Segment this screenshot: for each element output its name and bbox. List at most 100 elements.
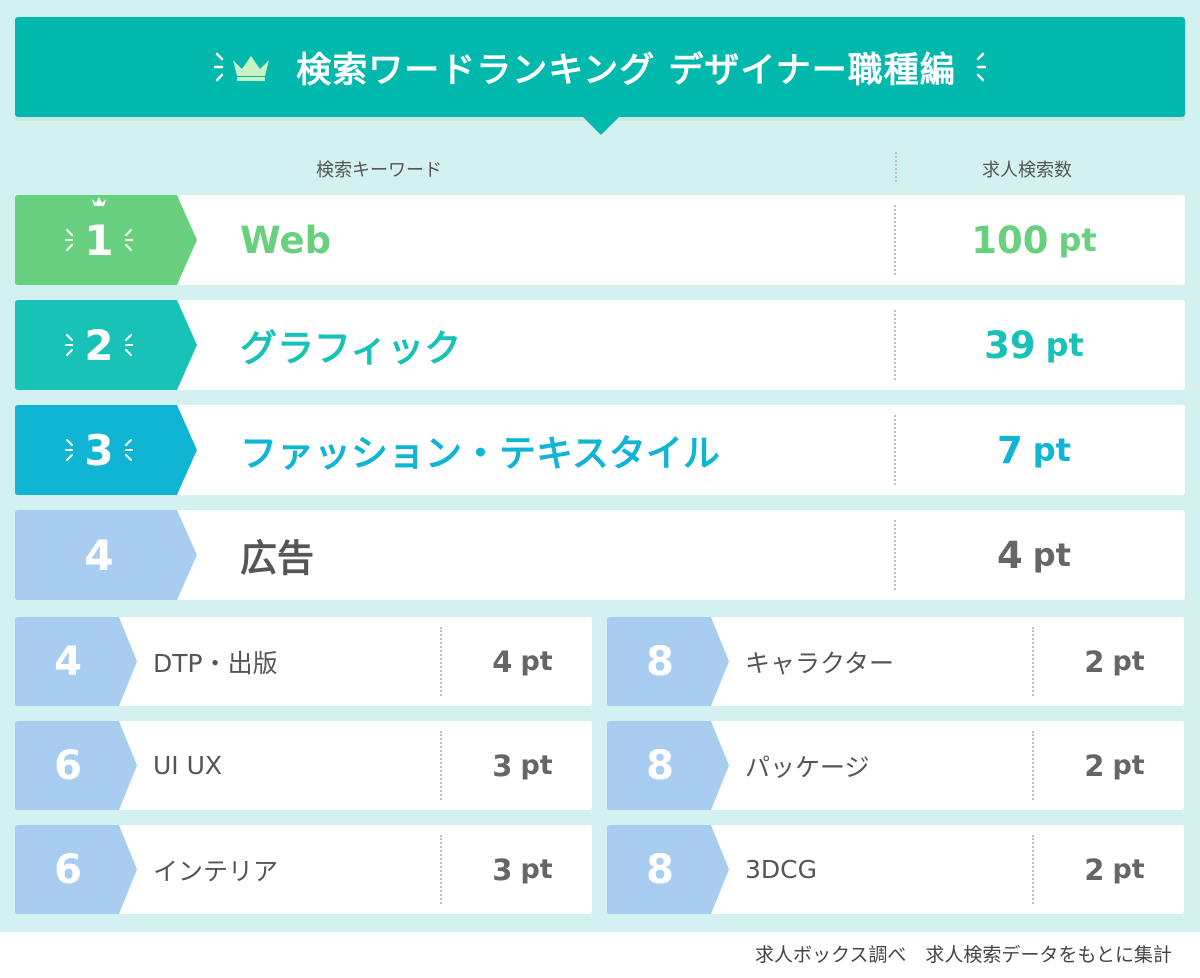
ranking-row: 1 Web 100 pt — [15, 195, 1185, 285]
ranking-row: 4 広告 4 pt — [15, 510, 1185, 600]
count-number: 4 — [997, 533, 1023, 577]
count-number: 2 — [1084, 748, 1105, 783]
search-count: 2 pt — [1047, 721, 1182, 810]
source-note: 求人ボックス調べ 求人検索データをもとに集計 — [754, 944, 1172, 966]
ranking-row: 3 ファッション・テキスタイル 7 pt — [15, 405, 1185, 495]
sparkle-right-icon — [976, 52, 986, 82]
keyword-label: インテリア — [153, 856, 279, 886]
rank-number: 4 — [54, 638, 82, 685]
rank-number: 8 — [646, 742, 674, 789]
keyword-label: Web — [240, 218, 332, 262]
count-number: 3 — [492, 852, 513, 887]
ranking-row-small: 4 DTP・出版 4 pt — [15, 617, 592, 706]
count-unit: pt — [1112, 854, 1145, 885]
count-unit: pt — [1032, 536, 1071, 574]
search-count: 7 pt — [915, 405, 1153, 495]
ranking-row: 2 グラフィック 39 pt — [15, 300, 1185, 390]
rank-badge-shape — [607, 825, 729, 914]
row-divider — [440, 731, 442, 800]
count-number: 4 — [492, 644, 513, 679]
rank-badge-shape — [15, 405, 197, 495]
count-number: 7 — [997, 428, 1023, 472]
keyword-label: 3DCG — [745, 855, 817, 884]
rank-badge — [15, 617, 137, 706]
rank-number: 4 — [15, 510, 183, 600]
sparkle-left-icon — [65, 439, 74, 461]
keyword-label: キャラクター — [745, 648, 895, 678]
sparkle-right-icon — [124, 439, 133, 461]
count-unit: pt — [1032, 431, 1071, 469]
page-title: 検索ワードランキング デザイナー職種編 — [296, 50, 956, 91]
rank-badge-shape — [607, 617, 729, 706]
row-divider — [1032, 731, 1034, 800]
rank-digit: 2 — [84, 320, 114, 370]
rank-badge-shape — [15, 195, 197, 285]
sparkle-left-icon — [65, 229, 74, 251]
rank-badge-shape — [15, 617, 137, 706]
count-number: 39 — [984, 323, 1036, 367]
rank-digit: 1 — [84, 215, 114, 265]
rank-number: 1 — [15, 195, 183, 285]
sparkle-right-icon — [124, 229, 133, 251]
ranking-row-small: 8 3DCG 2 pt — [607, 825, 1184, 914]
keyword-label: DTP・出版 — [153, 648, 278, 678]
row-divider — [440, 835, 442, 904]
count-number: 100 — [971, 218, 1049, 262]
column-header-divider — [895, 152, 897, 182]
rank-badge — [607, 617, 729, 706]
sparkle-left-icon — [214, 52, 224, 82]
title-banner: 検索ワードランキング デザイナー職種編 — [15, 17, 1185, 117]
keyword-label: UI UX — [153, 751, 223, 780]
rank-badge — [15, 825, 137, 914]
crown-icon — [233, 56, 270, 81]
rank-badge — [607, 825, 729, 914]
row-divider — [894, 205, 896, 275]
row-divider — [1032, 835, 1034, 904]
keyword-label: 広告 — [240, 537, 314, 580]
search-count: 2 pt — [1047, 617, 1182, 706]
ranking-row-small: 6 インテリア 3 pt — [15, 825, 592, 914]
rank-badge — [15, 721, 137, 810]
title-pointer — [582, 116, 620, 135]
rank-digit: 4 — [84, 530, 114, 580]
search-count: 100 pt — [915, 195, 1153, 285]
row-divider — [440, 627, 442, 696]
rank-badge-shape — [15, 721, 137, 810]
count-unit: pt — [520, 854, 553, 885]
rank-number: 6 — [54, 846, 82, 893]
row-divider — [1032, 627, 1034, 696]
rank-label: 3 — [58, 426, 139, 475]
rank-badge-shape — [15, 825, 137, 914]
rank-number: 2 — [15, 300, 183, 390]
rank-badge — [607, 721, 729, 810]
ranking-row-small: 8 パッケージ 2 pt — [607, 721, 1184, 810]
search-count: 4 pt — [915, 510, 1153, 600]
rank-number: 8 — [646, 638, 674, 685]
rank-label: 4 — [84, 531, 113, 580]
keyword-label: パッケージ — [745, 752, 870, 782]
mini-crown-icon — [91, 196, 106, 206]
rank-label: 1 — [58, 196, 139, 265]
rank-badge — [15, 195, 197, 285]
rank-badge-shape — [15, 300, 197, 390]
count-unit: pt — [1112, 750, 1145, 781]
sparkle-right-icon — [124, 334, 133, 356]
search-count: 2 pt — [1047, 825, 1182, 914]
count-number: 2 — [1084, 644, 1105, 679]
count-unit: pt — [1058, 221, 1097, 259]
ranking-row-small: 8 キャラクター 2 pt — [607, 617, 1184, 706]
search-count: 3 pt — [455, 825, 590, 914]
count-unit: pt — [1045, 326, 1084, 364]
sparkle-left-icon — [65, 334, 74, 356]
row-divider — [894, 415, 896, 485]
row-divider — [894, 310, 896, 380]
count-unit: pt — [520, 750, 553, 781]
count-number: 2 — [1084, 852, 1105, 887]
keyword-label: グラフィック — [240, 327, 462, 370]
rank-number: 6 — [54, 742, 82, 789]
rank-badge-shape — [15, 510, 197, 600]
search-count: 3 pt — [455, 721, 590, 810]
column-header-count: 求人検索数 — [982, 160, 1072, 181]
column-header-keyword: 検索キーワード — [316, 160, 442, 181]
keyword-label: ファッション・テキスタイル — [240, 432, 720, 475]
